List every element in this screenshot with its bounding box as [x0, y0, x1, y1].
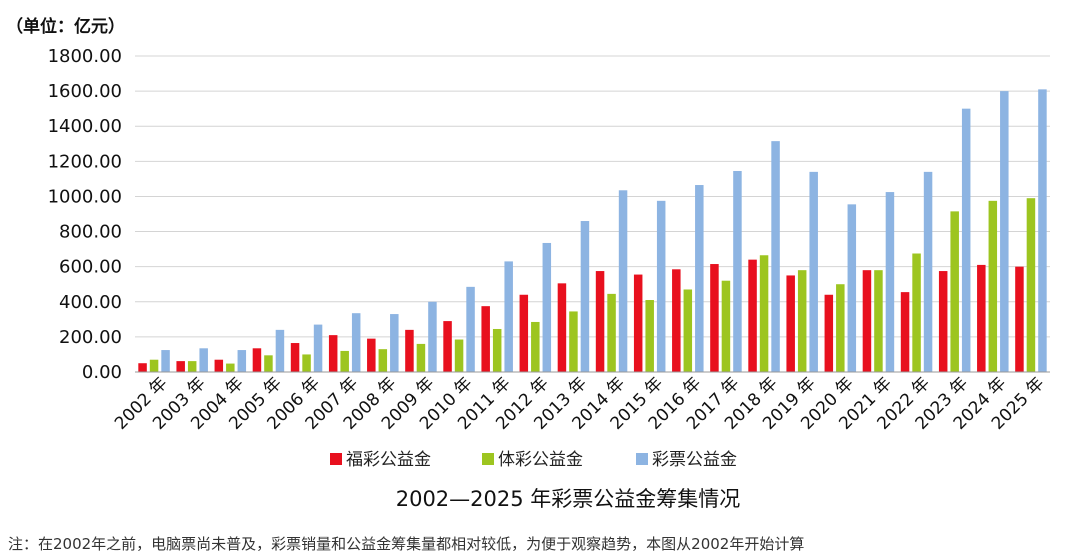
legend-swatch-2 — [636, 453, 648, 465]
bar-1-15 — [721, 280, 731, 372]
bar-2-14 — [695, 185, 704, 372]
bar-0-8 — [443, 321, 452, 372]
y-tick-label: 0.00 — [82, 362, 122, 383]
bar-2-4 — [313, 324, 323, 372]
bar-2-17 — [809, 171, 818, 372]
legend-swatch-1 — [482, 453, 494, 465]
bars — [138, 89, 1047, 373]
bar-2-3 — [275, 329, 285, 372]
chart-title: 2002—2025 年彩票公益金筹集情况 — [396, 487, 741, 511]
bar-0-1 — [176, 361, 185, 372]
bar-2-10 — [542, 242, 552, 372]
bar-1-11 — [569, 311, 578, 372]
bar-0-6 — [367, 338, 376, 372]
bar-0-0 — [138, 363, 147, 372]
bar-2-18 — [847, 204, 857, 372]
bar-1-3 — [264, 355, 273, 372]
bar-1-5 — [340, 350, 349, 372]
y-tick-label: 200.00 — [59, 327, 122, 348]
bar-0-3 — [252, 348, 262, 372]
legend: 福彩公益金 体彩公益金 彩票公益金 — [330, 450, 737, 470]
bar-2-7 — [428, 301, 437, 372]
bar-2-0 — [161, 350, 170, 372]
bar-0-16 — [748, 259, 757, 372]
bar-1-16 — [759, 255, 769, 372]
bar-2-21 — [961, 108, 971, 373]
bar-0-15 — [710, 264, 719, 372]
bar-0-9 — [481, 306, 490, 372]
y-tick-label: 1000.00 — [48, 186, 122, 207]
bar-0-22 — [977, 264, 986, 372]
y-tick-label: 1400.00 — [48, 116, 122, 137]
bar-0-17 — [786, 275, 795, 372]
bar-1-23 — [1026, 198, 1036, 372]
y-tick-label: 1600.00 — [48, 81, 122, 102]
unit-label: （单位：亿元） — [6, 16, 125, 37]
y-axis-ticks: 0.00 200.00 400.00 600.00 800.00 1000.00 1200.… — [48, 46, 122, 383]
bar-1-7 — [416, 343, 426, 372]
bar-0-19 — [862, 270, 872, 372]
bar-1-12 — [607, 293, 616, 372]
bar-0-13 — [633, 274, 643, 372]
bar-1-10 — [531, 321, 540, 372]
bar-1-19 — [874, 270, 883, 372]
bar-1-17 — [797, 270, 807, 372]
legend-label-0: 福彩公益金 — [346, 450, 431, 470]
bar-0-21 — [938, 271, 948, 372]
bar-2-13 — [656, 200, 666, 372]
bar-0-11 — [557, 283, 567, 372]
bar-2-8 — [466, 286, 475, 372]
bar-0-4 — [290, 343, 300, 372]
bar-1-20 — [912, 253, 921, 372]
y-tick-label: 600.00 — [59, 257, 122, 278]
bar-1-2 — [226, 363, 235, 372]
bar-1-18 — [836, 284, 845, 372]
bar-1-8 — [454, 339, 464, 372]
bar-0-14 — [672, 269, 681, 372]
bar-0-18 — [824, 294, 834, 372]
bar-1-1 — [187, 361, 197, 372]
bar-1-21 — [950, 211, 959, 372]
y-tick-label: 1200.00 — [48, 151, 122, 172]
bar-2-20 — [923, 171, 933, 372]
footnote: 注：在2002年之前，电脑票尚未普及，彩票销量和公益金筹集量都相对较低，为便于观… — [8, 535, 804, 553]
bar-0-7 — [405, 329, 414, 372]
bar-1-22 — [988, 200, 998, 372]
bar-0-20 — [900, 292, 910, 372]
y-tick-label: 1800.00 — [48, 46, 122, 67]
bar-1-9 — [492, 328, 502, 372]
legend-label-2: 彩票公益金 — [652, 450, 737, 470]
bar-2-5 — [351, 313, 361, 372]
bar-2-22 — [1000, 91, 1009, 372]
bar-1-4 — [302, 354, 311, 372]
bar-2-19 — [885, 192, 895, 372]
bar-2-16 — [771, 141, 780, 372]
bar-2-15 — [733, 170, 742, 372]
bar-2-12 — [618, 190, 628, 372]
bar-2-6 — [390, 314, 399, 372]
bar-0-5 — [328, 335, 338, 372]
bar-2-11 — [580, 221, 590, 372]
legend-swatch-0 — [330, 453, 342, 465]
bar-0-2 — [214, 359, 224, 372]
legend-label-1: 体彩公益金 — [498, 450, 583, 470]
bar-0-12 — [595, 271, 605, 372]
bar-2-2 — [237, 350, 247, 372]
bar-2-9 — [504, 261, 513, 372]
y-tick-label: 800.00 — [59, 222, 122, 243]
gridlines — [135, 55, 1050, 338]
bar-2-23 — [1038, 89, 1047, 372]
bar-1-6 — [378, 349, 388, 372]
bar-2-1 — [199, 348, 208, 372]
bar-1-13 — [645, 300, 654, 372]
y-tick-label: 400.00 — [59, 292, 122, 313]
bar-1-0 — [149, 359, 159, 372]
bar-1-14 — [683, 289, 693, 372]
bar-0-23 — [1015, 266, 1024, 372]
bar-0-10 — [519, 294, 529, 372]
